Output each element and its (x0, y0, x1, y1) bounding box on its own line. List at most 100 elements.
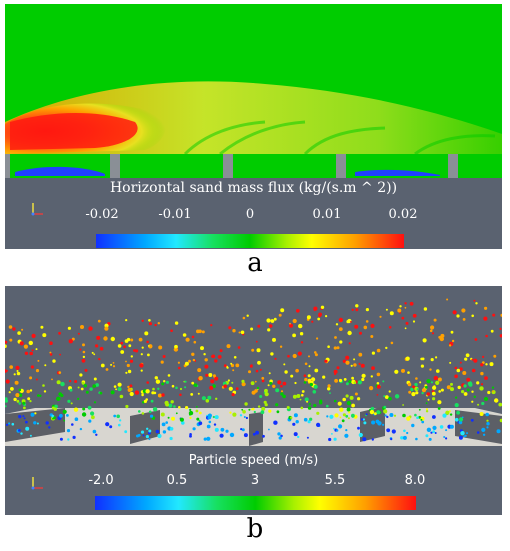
particle (409, 301, 414, 306)
particle (257, 405, 261, 408)
particle (167, 374, 171, 377)
particle (282, 394, 286, 399)
particle (337, 401, 342, 406)
particle (129, 391, 134, 397)
particle (141, 412, 145, 415)
colorbar-gradient (96, 234, 404, 248)
particle (486, 422, 490, 426)
particle (313, 403, 317, 408)
particle (125, 371, 128, 374)
particle (200, 346, 204, 351)
particle (446, 298, 449, 301)
particle (109, 425, 113, 429)
particle (359, 331, 362, 335)
particle (376, 410, 381, 415)
particle (119, 394, 124, 399)
particle (9, 365, 13, 369)
particle (213, 423, 217, 426)
particle (261, 379, 265, 383)
particle (195, 409, 199, 413)
particle (454, 366, 458, 370)
particle (304, 362, 308, 366)
particle (80, 325, 84, 329)
particle (39, 394, 42, 397)
particle (18, 414, 22, 419)
particle (17, 331, 21, 335)
particle (486, 426, 489, 429)
particle (297, 351, 302, 356)
particle (83, 384, 88, 388)
particle (214, 359, 218, 363)
particle (300, 341, 304, 344)
particle (185, 337, 190, 342)
particle (343, 378, 347, 381)
particle (152, 387, 155, 391)
particle (353, 381, 357, 384)
particle (197, 368, 202, 373)
particle (404, 327, 407, 330)
particle (140, 353, 143, 356)
particle (45, 421, 49, 425)
particle (484, 397, 488, 401)
particle (316, 337, 319, 340)
particle (421, 388, 427, 393)
particle (13, 373, 16, 376)
particle (91, 351, 94, 354)
particle (276, 410, 280, 414)
particle (300, 406, 304, 410)
particle (405, 321, 409, 325)
particle (376, 372, 381, 377)
particle (454, 403, 459, 408)
particle (15, 393, 20, 398)
colorbar-tick: 3 (250, 473, 260, 488)
particle (250, 327, 254, 331)
particle (390, 438, 393, 441)
flux-core (10, 112, 138, 150)
particle (80, 387, 84, 391)
particle (233, 356, 237, 359)
particle (84, 368, 88, 372)
particle (406, 431, 409, 435)
particle (308, 355, 310, 358)
particle (148, 438, 151, 441)
particle (414, 413, 417, 417)
particle (161, 393, 165, 397)
particle (190, 393, 194, 396)
particle (91, 415, 95, 420)
particle (466, 432, 468, 435)
particle (430, 381, 434, 384)
particle (329, 392, 331, 394)
particle (208, 420, 212, 424)
particle (30, 412, 35, 417)
particle (454, 417, 459, 422)
particle (140, 430, 145, 434)
axes-orientation-icon (31, 477, 43, 490)
particle (319, 399, 323, 403)
particle (113, 414, 117, 418)
particle (307, 378, 312, 383)
particle (299, 398, 302, 401)
particle (287, 354, 290, 358)
particle (296, 394, 301, 398)
particle (232, 329, 236, 333)
particle (232, 412, 237, 417)
particle (69, 388, 73, 392)
particle (18, 388, 22, 392)
particle (69, 380, 72, 383)
particle (77, 397, 80, 400)
particle (331, 433, 333, 435)
particle (134, 390, 140, 395)
particle (267, 384, 270, 387)
colorbar-tick: 0.01 (312, 207, 342, 222)
particle (365, 308, 369, 312)
particle (273, 317, 277, 321)
particle (260, 410, 265, 415)
sand-flux-contour-field (5, 4, 502, 184)
particle (150, 414, 154, 418)
particle (390, 341, 394, 345)
particle (464, 357, 468, 361)
particle (480, 383, 484, 386)
particle (251, 390, 256, 395)
particle (179, 393, 182, 397)
particle (127, 369, 132, 374)
